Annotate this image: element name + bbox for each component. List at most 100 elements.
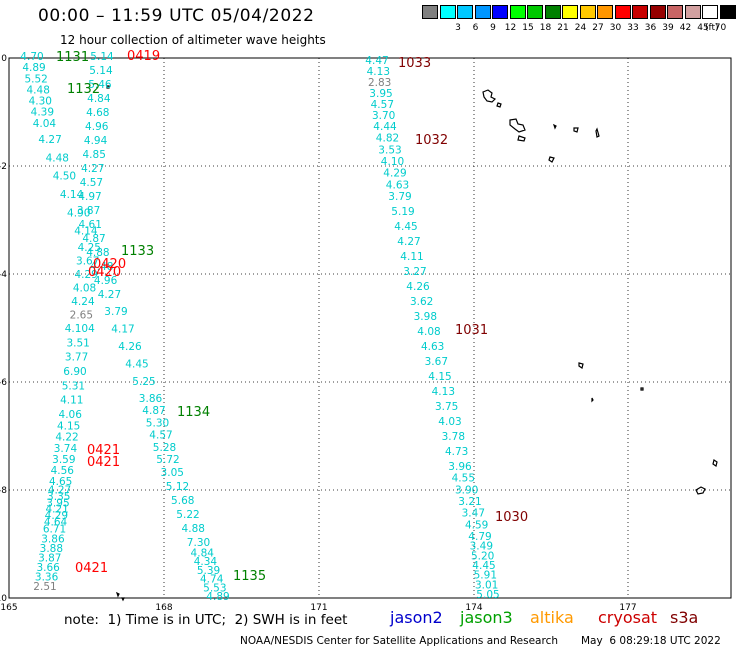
swh-value: 3.90 xyxy=(455,484,478,496)
island-outline xyxy=(573,127,579,133)
swh-value: 4.94 xyxy=(84,135,108,147)
island-outlines xyxy=(106,85,718,602)
swh-value: 3.01 xyxy=(475,579,498,591)
lat-tick-label: -8 xyxy=(0,486,7,496)
pass-time-label: 1134 xyxy=(177,405,210,420)
swh-value: 4.56 xyxy=(51,465,75,477)
swh-value: 4.45 xyxy=(472,560,495,572)
swh-value: 3.87 xyxy=(38,552,61,564)
lon-tick-label: 171 xyxy=(310,603,327,613)
swh-value: 5.05 xyxy=(476,589,499,601)
legend-label: 18 xyxy=(539,23,552,33)
swh-value: 4.21 xyxy=(45,504,68,516)
legend-label: 39 xyxy=(662,23,674,33)
map-frame xyxy=(8,57,732,599)
legend-swatch xyxy=(544,5,561,19)
swh-value: 4.47 xyxy=(365,55,388,67)
pass-time-label: 0420 xyxy=(88,265,121,280)
swh-value: 3.70 xyxy=(372,110,395,122)
swh-value: 3.51 xyxy=(66,337,89,349)
legend-label: 36 xyxy=(644,23,657,33)
lat-tick-label: -6 xyxy=(0,378,7,388)
swh-value: 3.95 xyxy=(369,88,392,100)
swh-value: 4.27 xyxy=(98,289,121,301)
pass-time-label: 1033 xyxy=(398,56,431,71)
swh-value: 4.87 xyxy=(142,405,165,417)
swh-value: 4.27 xyxy=(48,485,71,497)
legend-label: 21 xyxy=(557,23,569,33)
island-outline xyxy=(548,156,555,163)
swh-value: 3.95 xyxy=(46,497,69,509)
axis-tick-labels: 0 -2 -4 -6 -8 -10165 168 171 174 177 xyxy=(0,54,637,613)
swh-value: 4.65 xyxy=(49,476,72,488)
island-outline xyxy=(121,597,125,602)
swh-value: 2.51 xyxy=(33,581,56,593)
swh-value: 4.45 xyxy=(394,221,417,233)
legend-unit: (ft) xyxy=(705,23,719,33)
swh-value: 4.97 xyxy=(78,191,101,203)
pass-time-label: 0419 xyxy=(127,49,160,64)
legend-label: 27 xyxy=(592,23,604,33)
swh-value: 4.13 xyxy=(367,66,390,78)
generated-timestamp: May 6 08:29:18 UTC 2022 xyxy=(581,635,721,647)
swh-value: 4.74 xyxy=(200,574,224,586)
island-outline xyxy=(517,135,526,142)
swh-value: 4.24 xyxy=(71,296,95,308)
swh-value: 4.89 xyxy=(22,62,45,74)
swh-value: 5.30 xyxy=(146,417,169,429)
swh-value: 4.57 xyxy=(80,177,103,189)
legend-label: 3 xyxy=(455,23,461,33)
credit-line: NOAA/NESDIS Center for Satellite Applica… xyxy=(240,635,558,647)
lon-tick-label: 168 xyxy=(155,603,172,613)
swh-value: 4.96 xyxy=(85,121,109,133)
swh-value: 5.14 xyxy=(90,51,114,63)
swh-value: 5.46 xyxy=(88,79,112,91)
legend-swatch xyxy=(492,5,508,19)
swh-value: 4.48 xyxy=(27,84,50,96)
swh-value: 5.53 xyxy=(203,582,226,594)
swh-value: 3.47 xyxy=(462,508,485,520)
legend-swatch xyxy=(632,5,648,19)
swh-value: 5.68 xyxy=(171,495,194,507)
swh-value: 3.66 xyxy=(36,562,60,574)
swh-value: 4.104 xyxy=(65,323,95,335)
island-outline xyxy=(712,459,718,467)
swh-value: 4.10 xyxy=(381,156,404,168)
legend-swatch xyxy=(614,5,631,19)
swh-value: 4.03 xyxy=(438,416,461,428)
island-outline xyxy=(595,127,600,138)
swh-value: 4.59 xyxy=(465,519,488,531)
legend-label: 6 xyxy=(472,23,479,33)
island-outline xyxy=(496,102,502,108)
legend-label: 24 xyxy=(574,23,587,33)
swh-value: 3.27 xyxy=(403,266,426,278)
swh-value: 4.84 xyxy=(191,547,215,559)
swh-value: 5.91 xyxy=(474,570,497,582)
legend-swatch xyxy=(579,5,596,19)
swh-value: 6.90 xyxy=(63,366,86,378)
swh-value: 4.45 xyxy=(125,359,148,371)
swh-value: 3.75 xyxy=(435,401,458,413)
legend-swatch xyxy=(562,5,578,19)
swh-value: 3.67 xyxy=(76,255,99,267)
lon-tick-label: 165 xyxy=(0,603,17,613)
legend-swatch xyxy=(439,5,456,19)
legend-swatch xyxy=(597,5,613,19)
island-outline xyxy=(115,591,120,598)
satellite-name: cryosat xyxy=(598,608,658,627)
chart-subtitle: 12 hour collection of altimeter wave hei… xyxy=(60,33,326,47)
units-note: note: 1) Time is in UTC; 2) SWH is in fe… xyxy=(64,612,348,628)
island-outline xyxy=(552,123,557,130)
swh-value: 5.14 xyxy=(89,65,113,77)
swh-value: 4.63 xyxy=(386,179,409,191)
swh-value: 5.52 xyxy=(24,73,47,85)
swh-value: 3.53 xyxy=(378,144,401,156)
swh-value: 3.78 xyxy=(442,431,465,443)
swh-value: 4.96 xyxy=(94,275,118,287)
legend-swatch xyxy=(457,5,473,19)
pass-time-label: 1132 xyxy=(67,82,100,97)
swh-value: 4.44 xyxy=(373,121,397,133)
satellite-name: s3a xyxy=(670,608,699,627)
swh-value: 4.11 xyxy=(60,395,83,407)
